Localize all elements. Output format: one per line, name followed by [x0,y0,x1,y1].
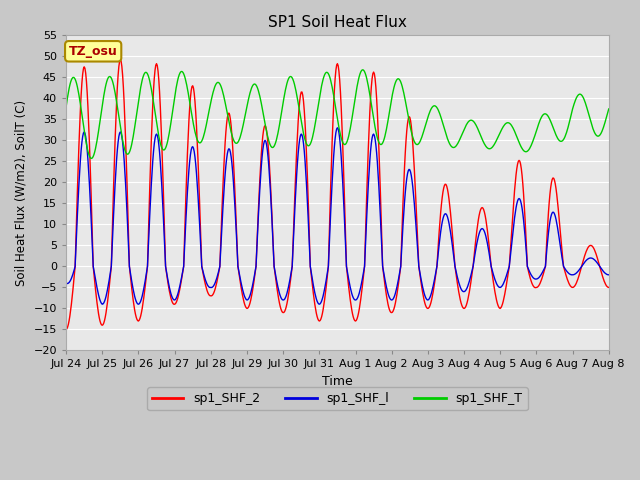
sp1_SHF_l [383,288,391,293]
sp1_SHF_l [333,125,341,131]
sp1_SHF_l [557,245,564,251]
sp1_SHF_T [359,67,367,73]
sp1_SHF_l [62,280,70,286]
sp1_SHF_T [62,104,70,110]
sp1_SHF_l [205,284,213,290]
sp1_SHF_l [437,229,445,235]
sp1_SHF_l [182,216,190,222]
sp1_SHF_2 [62,326,70,332]
X-axis label: Time: Time [322,375,353,388]
Line: sp1_SHF_2: sp1_SHF_2 [66,60,609,329]
sp1_SHF_2 [436,219,444,225]
sp1_SHF_T [557,138,564,144]
Line: sp1_SHF_T: sp1_SHF_T [66,70,609,158]
sp1_SHF_2 [182,192,190,198]
sp1_SHF_T [88,156,95,161]
Y-axis label: Soil Heat Flux (W/m2), SoilT (C): Soil Heat Flux (W/m2), SoilT (C) [15,100,28,286]
sp1_SHF_2 [116,57,124,62]
sp1_SHF_l [330,154,337,159]
sp1_SHF_2 [556,223,564,228]
sp1_SHF_T [330,93,337,98]
Legend: sp1_SHF_2, sp1_SHF_l, sp1_SHF_T: sp1_SHF_2, sp1_SHF_l, sp1_SHF_T [147,387,528,410]
sp1_SHF_T [383,122,391,128]
Title: SP1 Soil Heat Flux: SP1 Soil Heat Flux [268,15,407,30]
sp1_SHF_2 [383,292,390,298]
sp1_SHF_l [605,272,612,278]
sp1_SHF_l [99,301,106,307]
sp1_SHF_T [437,114,445,120]
sp1_SHF_2 [330,101,337,107]
Line: sp1_SHF_l: sp1_SHF_l [66,128,609,304]
sp1_SHF_T [605,106,612,112]
sp1_SHF_2 [605,285,612,290]
Text: TZ_osu: TZ_osu [68,45,118,58]
sp1_SHF_T [182,78,190,84]
sp1_SHF_T [205,107,213,113]
sp1_SHF_2 [205,292,213,298]
